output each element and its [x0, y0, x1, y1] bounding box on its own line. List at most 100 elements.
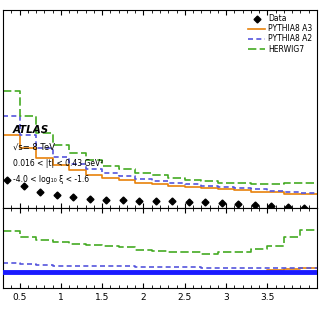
- PYTHIA8 A2: [1, 115, 5, 118]
- PYTHIA8 A3: [100, 176, 104, 180]
- PYTHIA8 A3: [315, 193, 319, 196]
- PYTHIA8 A3: [34, 146, 38, 150]
- PYTHIA8 A2: [84, 162, 88, 165]
- HERWIG7: [133, 171, 137, 175]
- HERWIG7: [67, 143, 71, 147]
- PYTHIA8 A2: [18, 133, 22, 137]
- Text: ATLAS: ATLAS: [12, 125, 49, 135]
- HERWIG7: [100, 158, 104, 162]
- PYTHIA8 A2: [150, 177, 154, 181]
- HERWIG7: [100, 164, 104, 168]
- PYTHIA8 A3: [166, 184, 170, 188]
- Text: -4.0 < log₁₀ ξ < -1.6: -4.0 < log₁₀ ξ < -1.6: [12, 175, 89, 184]
- PYTHIA8 A3: [84, 168, 88, 172]
- Data: [88, 197, 92, 201]
- PYTHIA8 A3: [150, 182, 154, 186]
- PYTHIA8 A3: [84, 173, 88, 177]
- PYTHIA8 A2: [298, 191, 302, 195]
- Line: HERWIG7: HERWIG7: [3, 91, 317, 184]
- HERWIG7: [265, 182, 269, 186]
- PYTHIA8 A2: [117, 174, 121, 178]
- HERWIG7: [166, 176, 170, 180]
- HERWIG7: [150, 171, 154, 175]
- PYTHIA8 A2: [100, 167, 104, 171]
- PYTHIA8 A3: [67, 163, 71, 167]
- PYTHIA8 A3: [216, 188, 220, 191]
- HERWIG7: [51, 132, 55, 135]
- Data: [171, 200, 174, 204]
- PYTHIA8 A3: [150, 181, 154, 185]
- PYTHIA8 A2: [249, 188, 253, 191]
- PYTHIA8 A3: [183, 185, 187, 189]
- Data: [286, 205, 290, 209]
- Data: [121, 198, 125, 202]
- PYTHIA8 A3: [216, 186, 220, 190]
- HERWIG7: [282, 182, 286, 186]
- PYTHIA8 A3: [67, 168, 71, 172]
- HERWIG7: [67, 151, 71, 155]
- Data: [302, 206, 306, 210]
- HERWIG7: [34, 115, 38, 118]
- Data: [253, 203, 257, 207]
- PYTHIA8 A2: [150, 179, 154, 183]
- PYTHIA8 A3: [133, 181, 137, 185]
- Text: √s= 8 TeV: √s= 8 TeV: [12, 143, 55, 152]
- PYTHIA8 A3: [183, 184, 187, 188]
- PYTHIA8 A3: [199, 186, 203, 190]
- Data: [236, 202, 240, 206]
- HERWIG7: [34, 132, 38, 135]
- Data: [5, 179, 9, 182]
- PYTHIA8 A2: [18, 115, 22, 118]
- HERWIG7: [199, 178, 203, 182]
- Data: [154, 199, 158, 203]
- HERWIG7: [166, 173, 170, 177]
- Data: [104, 198, 108, 202]
- PYTHIA8 A2: [183, 182, 187, 186]
- PYTHIA8 A3: [232, 188, 236, 192]
- PYTHIA8 A2: [282, 190, 286, 194]
- Data: [138, 199, 141, 203]
- PYTHIA8 A2: [315, 191, 319, 195]
- Line: Data: Data: [5, 178, 307, 211]
- PYTHIA8 A2: [166, 179, 170, 183]
- PYTHIA8 A2: [67, 162, 71, 165]
- Data: [71, 196, 75, 199]
- Data: [38, 189, 42, 193]
- PYTHIA8 A3: [249, 189, 253, 193]
- PYTHIA8 A2: [133, 177, 137, 181]
- HERWIG7: [18, 115, 22, 118]
- Data: [204, 200, 207, 204]
- PYTHIA8 A2: [216, 185, 220, 189]
- PYTHIA8 A2: [100, 171, 104, 175]
- HERWIG7: [18, 89, 22, 92]
- PYTHIA8 A2: [199, 182, 203, 186]
- PYTHIA8 A3: [282, 192, 286, 196]
- PYTHIA8 A3: [166, 182, 170, 186]
- HERWIG7: [265, 182, 269, 186]
- PYTHIA8 A2: [298, 190, 302, 194]
- PYTHIA8 A2: [265, 189, 269, 193]
- PYTHIA8 A3: [51, 156, 55, 160]
- HERWIG7: [282, 181, 286, 185]
- Data: [55, 193, 59, 197]
- PYTHIA8 A3: [282, 190, 286, 194]
- PYTHIA8 A2: [133, 174, 137, 178]
- PYTHIA8 A2: [67, 155, 71, 159]
- HERWIG7: [150, 173, 154, 177]
- PYTHIA8 A3: [265, 189, 269, 193]
- HERWIG7: [298, 181, 302, 185]
- PYTHIA8 A3: [265, 190, 269, 194]
- PYTHIA8 A2: [34, 133, 38, 137]
- PYTHIA8 A3: [100, 173, 104, 177]
- PYTHIA8 A3: [249, 188, 253, 192]
- PYTHIA8 A2: [84, 167, 88, 171]
- HERWIG7: [117, 167, 121, 171]
- HERWIG7: [298, 181, 302, 185]
- PYTHIA8 A2: [117, 171, 121, 175]
- PYTHIA8 A3: [199, 185, 203, 189]
- PYTHIA8 A3: [298, 192, 302, 196]
- HERWIG7: [249, 182, 253, 186]
- PYTHIA8 A3: [1, 133, 5, 137]
- PYTHIA8 A2: [183, 181, 187, 185]
- Data: [22, 184, 26, 188]
